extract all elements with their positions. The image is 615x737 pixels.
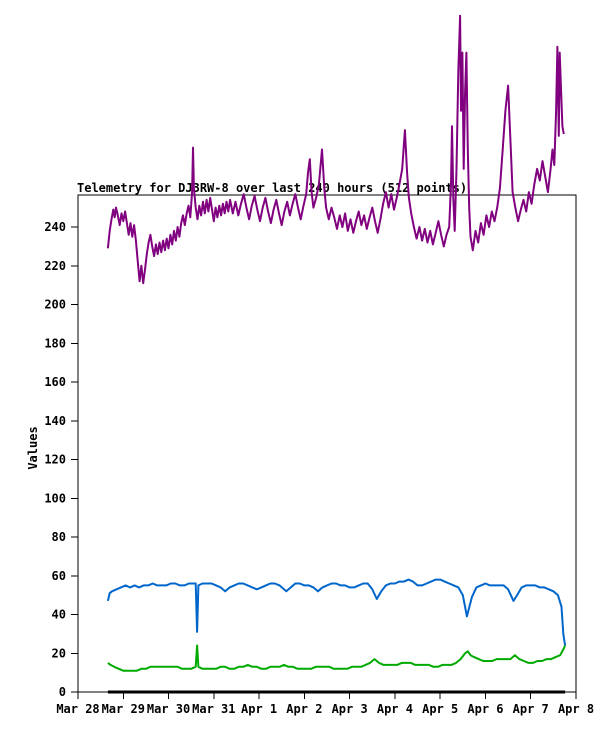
x-tick-label: Mar 29 [102,702,145,716]
y-tick-label: 40 [52,608,66,622]
x-tick-label: Mar 28 [56,702,99,716]
y-tick-label: 160 [44,375,66,389]
y-tick-label: 100 [44,491,66,505]
purple-series [106,14,565,285]
blue-series [106,578,567,646]
y-tick-label: 220 [44,259,66,273]
x-tick-label: Apr 5 [422,702,458,716]
plot-border [77,194,577,693]
y-tick-label: 80 [52,530,66,544]
y-tick-label: 200 [44,298,66,312]
x-tick-label: Apr 8 [558,702,594,716]
x-tick-label: Apr 6 [467,702,503,716]
y-tick-label: 20 [52,646,66,660]
x-tick-label: Apr 2 [286,702,322,716]
x-tick-label: Apr 3 [332,702,368,716]
x-tick-label: Mar 31 [192,702,235,716]
y-tick-label: 140 [44,414,66,428]
y-tick-label: 120 [44,453,66,467]
y-tick-label: 0 [59,685,66,699]
x-tick-label: Mar 30 [147,702,190,716]
x-tick-label: Apr 4 [377,702,413,716]
y-tick-label: 60 [52,569,66,583]
chart-title: Telemetry for DJ3RW-8 over last 240 hour… [77,181,468,195]
y-tick-label: 240 [44,220,66,234]
x-tick-label: Apr 7 [513,702,549,716]
green-series [107,644,567,672]
y-tick-label: 180 [44,336,66,350]
x-tick-label: Apr 1 [241,702,277,716]
